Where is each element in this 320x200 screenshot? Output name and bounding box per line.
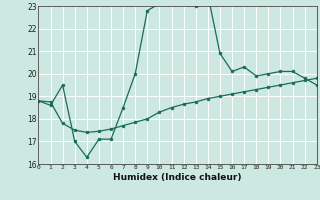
X-axis label: Humidex (Indice chaleur): Humidex (Indice chaleur): [113, 173, 242, 182]
